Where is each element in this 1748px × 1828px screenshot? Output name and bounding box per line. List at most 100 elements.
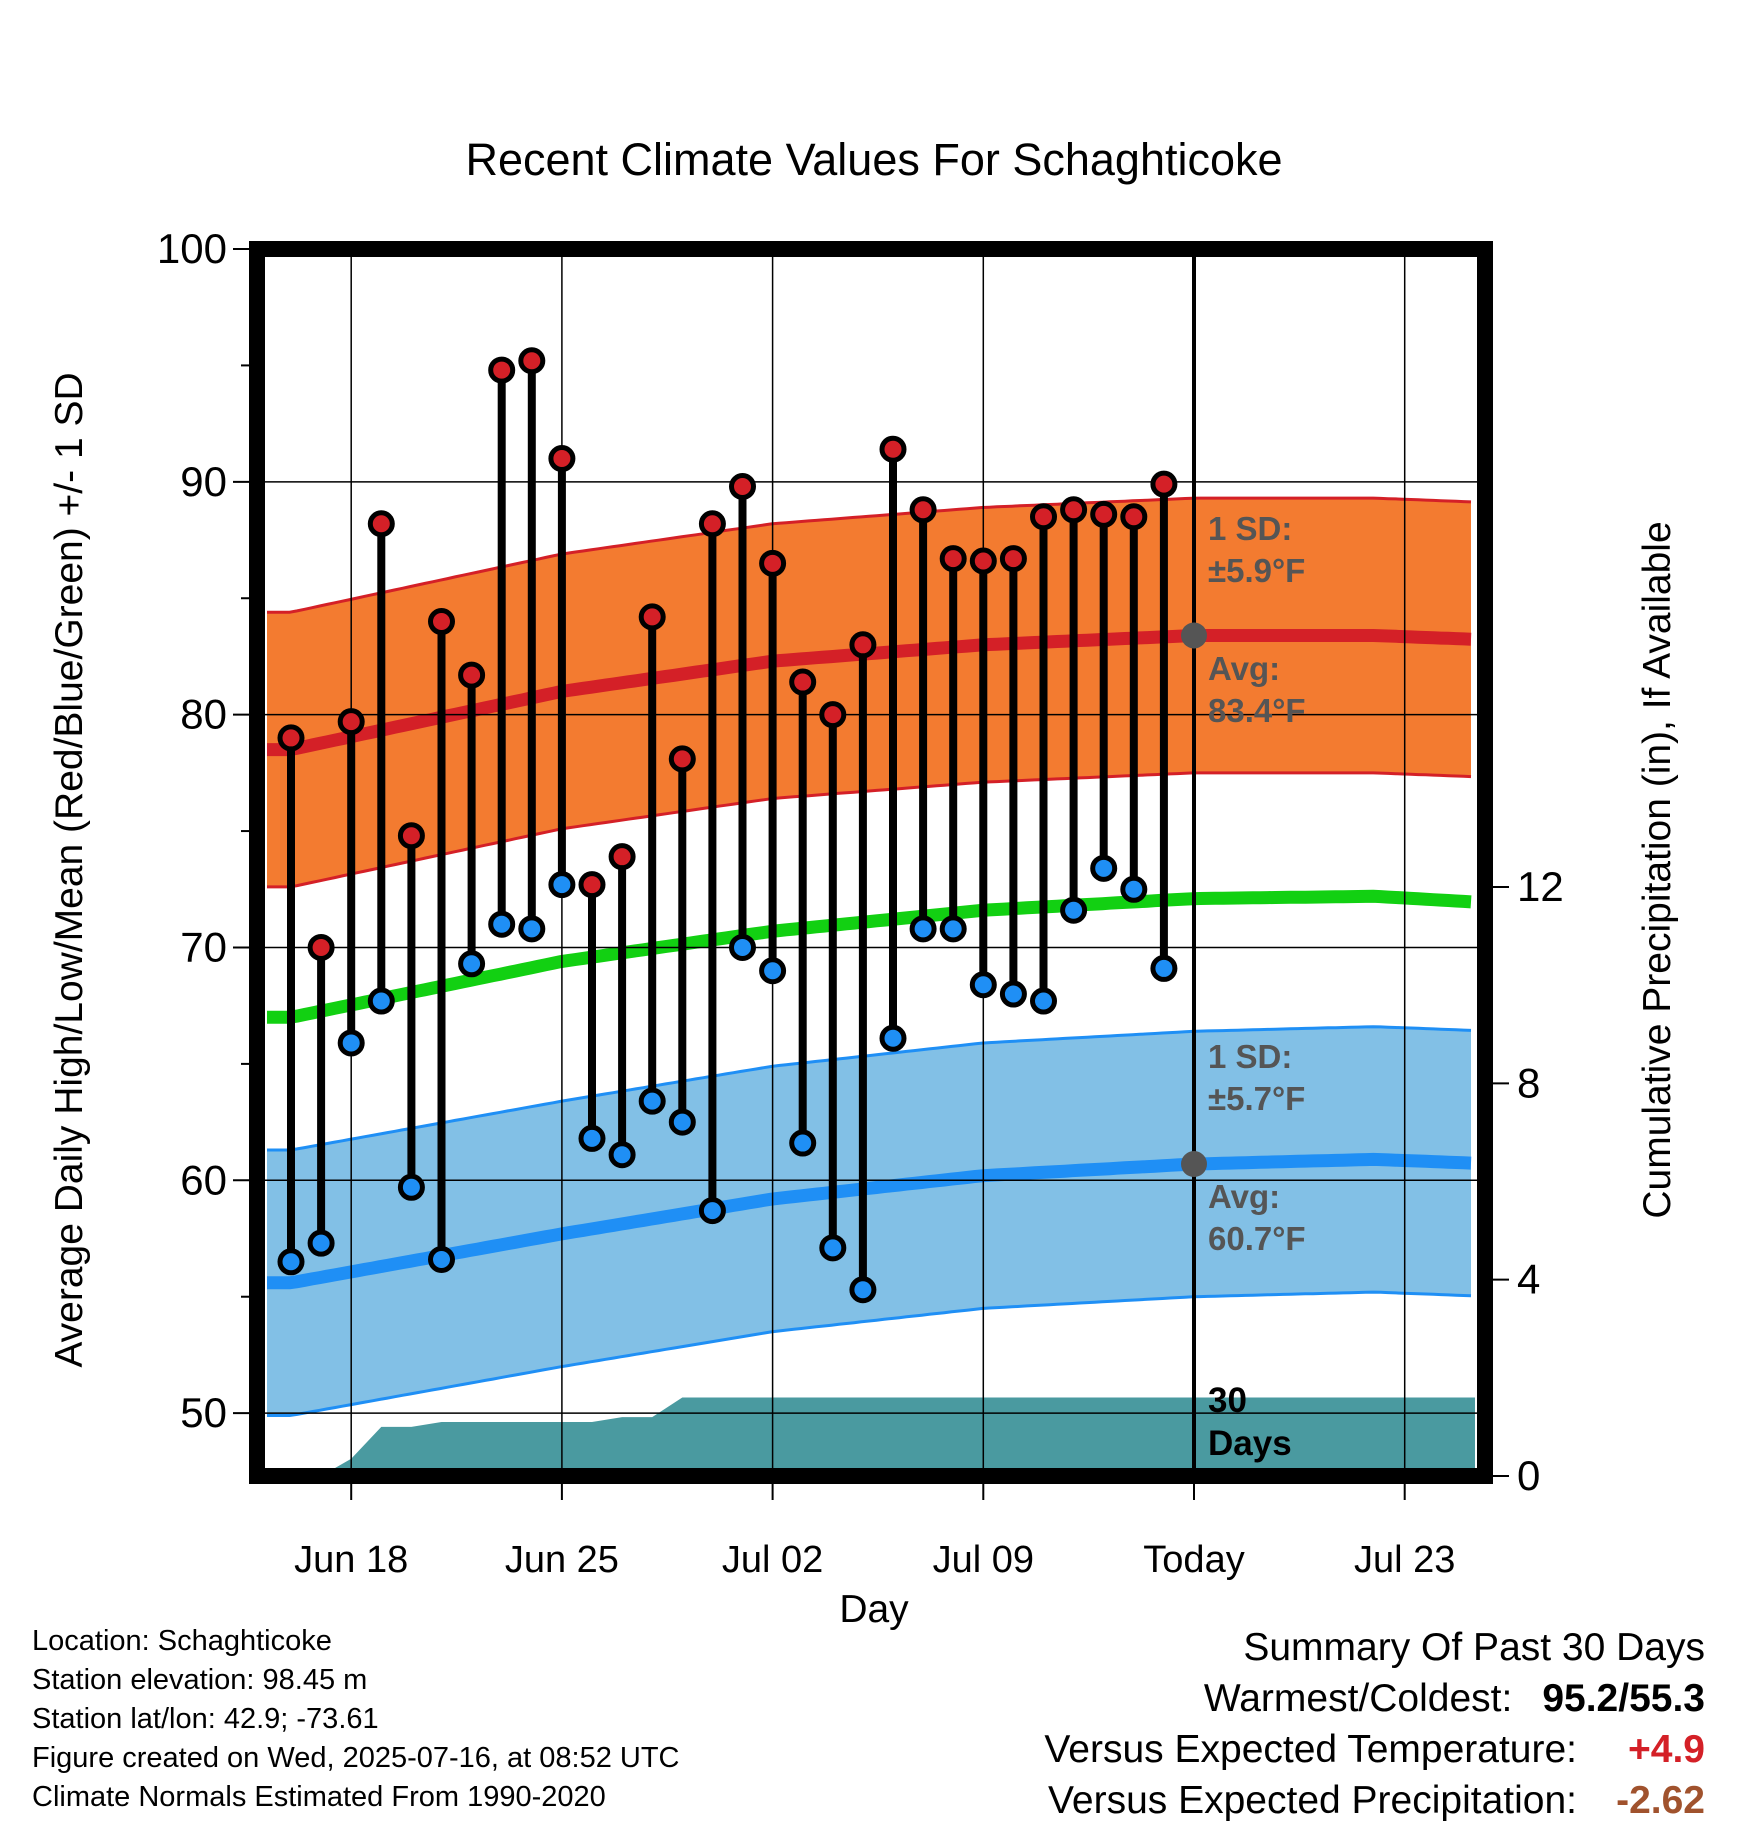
y2-tick-label: 12 (1517, 863, 1564, 910)
daily-low-point (488, 910, 516, 938)
low-avg-label: Avg: (1208, 1178, 1280, 1215)
daily-high-point (1030, 503, 1057, 531)
y-tick-label: 90 (180, 458, 227, 505)
y-tick-label: 100 (157, 225, 227, 272)
warm-cold-label: Warmest/Coldest: (1203, 1677, 1513, 1720)
daily-high-point (1090, 500, 1118, 528)
high-avg-label: Avg: (1208, 650, 1280, 687)
today-high-normal-marker (1181, 622, 1207, 649)
daily-high-point (518, 347, 546, 375)
mean-normal-line (267, 889, 1472, 1024)
created-text: Figure created on Wed, 2025-07-16, at 08… (32, 1742, 680, 1774)
y-tick-label: 70 (180, 923, 227, 970)
y2-axis-label: Cumulative Precipitation (in), If Availa… (1636, 521, 1679, 1218)
daily-high-point (668, 745, 696, 773)
daily-low-point (548, 871, 576, 899)
daily-high-point (729, 472, 756, 500)
y2-tick-label: 4 (1517, 1256, 1540, 1303)
low-avg-value: 60.7°F (1208, 1220, 1306, 1257)
daily-high-point (277, 724, 305, 752)
low-band (267, 1026, 1471, 1416)
precipitation-area (321, 1397, 1476, 1476)
daily-low-point (608, 1141, 636, 1169)
summary-title: Summary Of Past 30 Days (1243, 1626, 1705, 1669)
daily-low-point (1150, 954, 1178, 982)
high-band-upper-edge (267, 496, 1472, 614)
daily-low-point (789, 1129, 817, 1157)
x-tick-label: Today (1143, 1539, 1244, 1581)
precip-value: -2.62 (1616, 1779, 1705, 1822)
daily-high-point (1120, 503, 1148, 531)
daily-low-point (1120, 875, 1148, 903)
warm-cold-value: 95.2/55.3 (1542, 1677, 1705, 1720)
low-sd-label: 1 SD: (1208, 1038, 1292, 1075)
daily-high-point (789, 668, 817, 696)
daily-low-point (849, 1276, 877, 1304)
daily-low-point (1090, 854, 1118, 882)
y-tick-label: 80 (180, 691, 227, 738)
daily-high-point (337, 708, 365, 736)
daily-high-point (548, 445, 576, 473)
daily-high-point (367, 510, 395, 538)
daily-high-point (849, 631, 877, 659)
daily-low-point (397, 1173, 425, 1201)
daily-low-point (428, 1245, 455, 1273)
x-tick-label: Jul 23 (1354, 1539, 1455, 1581)
daily-high-point (939, 545, 967, 573)
elevation-text: Station elevation: 98.45 m (32, 1664, 368, 1696)
x-tick-label: Jul 02 (722, 1539, 823, 1581)
daily-low-point (729, 933, 756, 961)
low-band-lower-edge (267, 1290, 1472, 1417)
normals-text: Climate Normals Estimated From 1990-2020 (32, 1781, 606, 1813)
today-low-normal-marker (1181, 1151, 1207, 1178)
daily-high-point (638, 603, 666, 631)
y-tick-label: 50 (180, 1389, 227, 1436)
daily-low-point (759, 957, 787, 985)
y2-tick-label: 0 (1517, 1452, 1540, 1499)
daily-low-point (1030, 987, 1057, 1015)
daily-high-point (307, 933, 335, 961)
daily-low-point (819, 1234, 847, 1262)
chart-title: Recent Climate Values For Schaghticoke (465, 134, 1282, 185)
daily-low-point (969, 971, 997, 999)
daily-high-point (909, 496, 937, 524)
location-text: Location: Schaghticoke (32, 1625, 332, 1657)
latlon-text: Station lat/lon: 42.9; -73.61 (32, 1703, 379, 1735)
daily-high-point (759, 549, 787, 577)
daily-low-point (277, 1248, 305, 1276)
y-tick-label: 60 (180, 1156, 227, 1203)
x-axis-label: Day (839, 1588, 909, 1631)
daily-high-point (397, 822, 425, 850)
daily-low-point (518, 915, 546, 943)
daily-low-point (307, 1229, 335, 1257)
high-sd-label: 1 SD: (1208, 510, 1292, 547)
high-avg-value: 83.4°F (1208, 692, 1306, 729)
daily-high-point (578, 871, 606, 899)
daily-high-point (428, 608, 455, 636)
daily-high-point (698, 510, 726, 538)
daily-low-point (698, 1197, 726, 1225)
daily-high-point (1060, 496, 1088, 524)
daily-low-point (879, 1024, 907, 1052)
y2-tick-label: 8 (1517, 1059, 1540, 1106)
low-normal-line (267, 1152, 1472, 1290)
daily-high-point (879, 435, 907, 463)
daily-high-point (1150, 470, 1178, 498)
daily-low-point (337, 1029, 365, 1057)
daily-high-point (488, 356, 516, 384)
low-band-upper-edge (267, 1025, 1472, 1152)
daily-high-point (819, 701, 847, 729)
precip-label: Versus Expected Precipitation: (1048, 1779, 1577, 1822)
daily-low-point (1060, 896, 1088, 924)
plot-frame (249, 241, 1493, 1484)
low-sd-value: ±5.7°F (1208, 1080, 1305, 1117)
temp-label: Versus Expected Temperature: (1044, 1728, 1577, 1771)
daily-low-point (578, 1124, 606, 1152)
y-axis-label: Average Daily High/Low/Mean (Red/Blue/Gr… (48, 372, 91, 1367)
daily-high-point (969, 547, 997, 575)
temp-value: +4.9 (1628, 1728, 1705, 1771)
high-band (267, 498, 1471, 887)
daily-high-point (608, 843, 636, 871)
daily-low-point (638, 1087, 666, 1115)
daily-low-point (999, 980, 1027, 1008)
